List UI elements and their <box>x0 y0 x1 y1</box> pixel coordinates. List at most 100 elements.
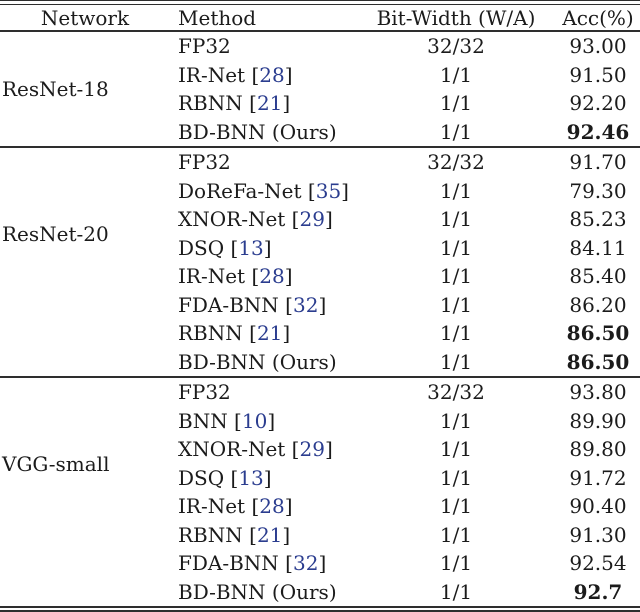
table-row: BNN [10] 1/1 89.90 <box>0 407 640 436</box>
bitwidth-cell: 1/1 <box>439 522 473 547</box>
method-name: FP32 <box>178 150 231 175</box>
citation-link[interactable]: 32 <box>292 551 319 576</box>
method-name: RBNN <box>178 91 243 116</box>
bottom-double-rule <box>0 606 640 612</box>
accuracy-cell: 86.50 <box>566 349 630 374</box>
accuracy-cell: 90.40 <box>569 494 627 519</box>
method-cell: DoReFa-Net [35] <box>170 179 356 203</box>
table-row: IR-Net [28] 1/1 91.50 <box>0 61 640 90</box>
method-name: XNOR-Net <box>178 437 286 462</box>
method-cell: FP32 [] <box>170 150 356 174</box>
table-row: FP32 [] 32/32 93.80 <box>0 378 640 407</box>
header-row: Network Method Bit-Width (W/A) Acc(%) <box>0 5 640 30</box>
accuracy-cell: 89.90 <box>569 408 627 433</box>
method-name: DSQ <box>178 465 225 490</box>
bitwidth-cell: 1/1 <box>439 321 473 346</box>
citation: [13] <box>224 465 272 490</box>
network-label: VGG-small <box>2 451 110 476</box>
method-name: BD-BNN (Ours) <box>178 579 337 604</box>
bitwidth-cell: 1/1 <box>439 437 473 462</box>
citation-link[interactable]: 28 <box>259 494 285 519</box>
method-cell: BD-BNN (Ours) [] <box>170 580 356 604</box>
method-cell: IR-Net [28] <box>170 494 356 518</box>
table-row: IR-Net [28] 1/1 90.40 <box>0 492 640 521</box>
accuracy-cell: 92.20 <box>569 91 627 116</box>
citation-link[interactable]: 13 <box>238 465 264 490</box>
bitwidth-cell: 1/1 <box>439 494 473 519</box>
method-name: BNN <box>178 408 228 433</box>
network-group-vggsmall: VGG-small FP32 [] 32/32 93.80 BNN [10] 1… <box>0 378 640 606</box>
citation-link[interactable]: 13 <box>238 235 264 260</box>
accuracy-cell: 89.80 <box>569 437 627 462</box>
citation-link[interactable]: 21 <box>256 91 283 116</box>
citation: [21] <box>242 321 291 346</box>
table-row: BD-BNN (Ours) [] 1/1 92.46 <box>0 118 640 147</box>
header-acc: Acc(%) <box>562 5 634 30</box>
bitwidth-cell: 1/1 <box>439 465 473 490</box>
header-rule <box>0 30 640 32</box>
method-cell: DSQ [13] <box>170 466 356 490</box>
bitwidth-cell: 32/32 <box>427 34 485 59</box>
method-name: FP32 <box>178 34 231 59</box>
method-name: DSQ <box>178 235 225 260</box>
network-label: ResNet-20 <box>2 221 109 246</box>
citation-link[interactable]: 10 <box>241 408 268 433</box>
bitwidth-cell: 1/1 <box>439 551 473 576</box>
citation-link[interactable]: 35 <box>315 178 342 203</box>
group-separator-rule <box>0 146 640 148</box>
citation-link[interactable]: 21 <box>256 522 283 547</box>
method-name: DoReFa-Net <box>178 178 302 203</box>
method-cell: FDA-BNN [32] <box>170 551 356 575</box>
bitwidth-cell: 1/1 <box>439 91 473 116</box>
method-cell: RBNN [21] <box>170 321 356 345</box>
method-cell: XNOR-Net [29] <box>170 437 356 461</box>
citation-link[interactable]: 29 <box>299 437 325 462</box>
method-name: IR-Net <box>178 264 246 289</box>
network-label: ResNet-18 <box>2 77 109 101</box>
method-cell: DSQ [13] <box>170 236 356 260</box>
citation-link[interactable]: 28 <box>259 264 285 289</box>
method-cell: FDA-BNN [32] <box>170 293 356 317</box>
method-name: FDA-BNN <box>178 292 279 317</box>
citation-link[interactable]: 32 <box>292 292 319 317</box>
table-row: BD-BNN (Ours) [] 1/1 86.50 <box>0 348 640 377</box>
top-double-rule <box>0 0 640 5</box>
method-name: BD-BNN (Ours) <box>178 349 337 374</box>
method-cell: IR-Net [28] <box>170 63 356 87</box>
table-row: DoReFa-Net [35] 1/1 79.30 <box>0 177 640 206</box>
bitwidth-cell: 32/32 <box>427 150 485 175</box>
citation-link[interactable]: 29 <box>299 207 325 232</box>
citation: [28] <box>245 264 293 289</box>
accuracy-cell: 92.46 <box>566 119 630 144</box>
citation: [13] <box>224 235 272 260</box>
accuracy-cell: 85.23 <box>569 207 627 232</box>
citation: [28] <box>245 62 293 87</box>
method-cell: BD-BNN (Ours) [] <box>170 350 356 374</box>
bitwidth-cell: 1/1 <box>439 349 473 374</box>
table-row: IR-Net [28] 1/1 85.40 <box>0 262 640 291</box>
accuracy-cell: 91.50 <box>569 62 627 87</box>
method-name: IR-Net <box>178 62 246 87</box>
method-cell: FP32 [] <box>170 34 356 58</box>
table-row: FDA-BNN [32] 1/1 92.54 <box>0 549 640 578</box>
citation: [35] <box>301 178 349 203</box>
header-method: Method <box>178 5 257 30</box>
citation: [29] <box>285 437 333 462</box>
network-group-resnet18: ResNet-18 FP32 [] 32/32 93.00 IR-Net [28… <box>0 32 640 146</box>
table-row: RBNN [21] 1/1 91.30 <box>0 521 640 550</box>
table-row: XNOR-Net [29] 1/1 85.23 <box>0 205 640 234</box>
table-row: DSQ [13] 1/1 91.72 <box>0 464 640 493</box>
method-cell: RBNN [21] <box>170 523 356 547</box>
accuracy-cell: 92.54 <box>569 551 627 576</box>
method-cell: XNOR-Net [29] <box>170 207 356 231</box>
citation-link[interactable]: 28 <box>259 62 285 87</box>
method-cell: BD-BNN (Ours) [] <box>170 120 356 144</box>
accuracy-cell: 86.20 <box>569 292 627 317</box>
method-cell: RBNN [21] <box>170 91 356 115</box>
citation-link[interactable]: 21 <box>256 321 283 346</box>
citation: [21] <box>242 91 291 116</box>
accuracy-cell: 91.70 <box>569 150 627 175</box>
table-row: BD-BNN (Ours) [] 1/1 92.7 <box>0 578 640 607</box>
bitwidth-cell: 1/1 <box>439 579 473 604</box>
